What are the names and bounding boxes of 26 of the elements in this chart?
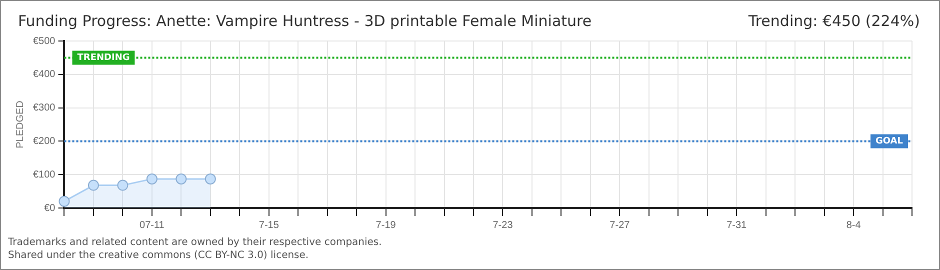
point xyxy=(204,173,216,184)
x-tick-label: 7-23 xyxy=(492,220,514,231)
x-tick-label: 8-4 xyxy=(846,220,862,231)
point xyxy=(88,180,99,191)
text: Trademarks and related content are owned by their respective companies. xyxy=(8,236,382,249)
y-tick-label: €300 xyxy=(32,102,56,114)
ref-line-label: GOAL xyxy=(876,136,904,147)
point xyxy=(58,196,70,207)
point xyxy=(146,173,158,184)
text: Shared under the creative commons (CC BY-NC 3.0) license. xyxy=(8,249,310,262)
x-tick-label: 7-15 xyxy=(258,220,280,231)
y-tick-label: €200 xyxy=(32,136,56,147)
chart-title: Funding Progress: Anette: Vampire Huntress - 3D printable Female Miniature xyxy=(18,12,592,30)
point xyxy=(117,180,128,191)
y-tick-label: €400 xyxy=(32,69,56,80)
x-tick-label: 7-19 xyxy=(376,220,396,231)
point xyxy=(176,173,187,184)
y-axis-title: PLEDGED xyxy=(14,100,26,148)
y-tick-label: €500 xyxy=(32,36,56,47)
y-tick-label: €100 xyxy=(32,169,56,180)
x-tick-label: 7-27 xyxy=(610,220,630,231)
x-tick-label: 7-31 xyxy=(726,220,748,231)
ref-line-label: TRENDING xyxy=(77,53,130,64)
x-tick-label: 07-11 xyxy=(140,220,165,231)
chart-subtitle: Trending: €450 (224%) xyxy=(748,12,920,30)
y-tick-label: €0 xyxy=(44,202,56,214)
